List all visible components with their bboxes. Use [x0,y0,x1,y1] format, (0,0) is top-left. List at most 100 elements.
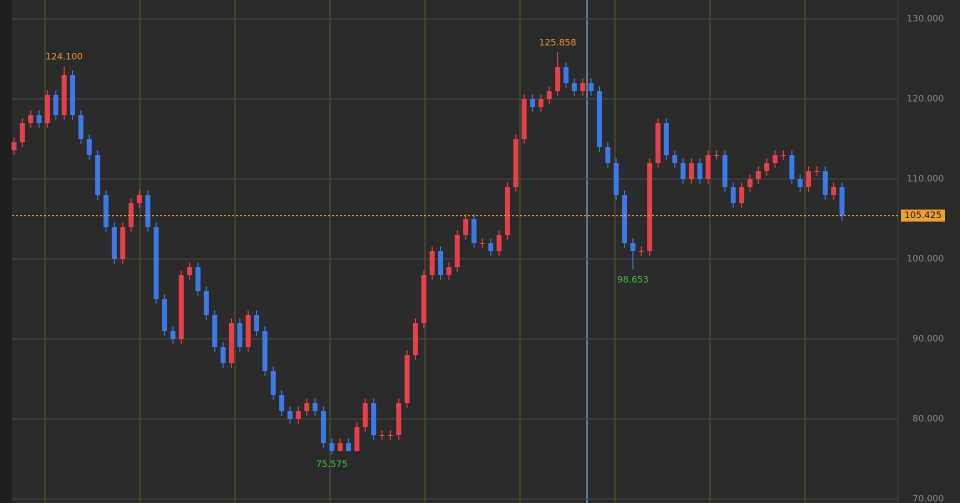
candle-body [772,155,778,163]
candle-body [697,163,703,179]
candle-body [78,115,84,139]
candle-body [136,195,142,203]
last-price-label: 105.425 [904,211,941,221]
candle-body [722,155,728,187]
candle-body [287,411,293,419]
candle-body [19,123,25,143]
candle-body [630,243,636,251]
candle-body [254,315,260,331]
candle-body [596,91,602,147]
high-annotation: 125.858 [539,39,576,49]
y-tick-label: 80.000 [913,415,945,425]
candle-body [404,355,410,403]
candle-body [672,155,678,163]
candle-body [170,331,176,339]
candle-body [279,395,285,411]
y-tick-label: 130.000 [907,15,944,25]
candle-body [663,123,669,155]
candle-body [479,243,485,244]
candle-body [228,323,234,363]
y-tick-label: 70.000 [913,495,945,503]
candle-body [162,299,168,331]
candle-body [563,67,569,83]
candle-body [789,155,795,179]
candle-body [245,315,251,347]
candle-body [145,195,151,227]
candle-body [354,427,360,451]
candle-body [538,99,544,107]
candle-body [195,267,201,291]
candle-body [831,187,837,195]
candle-body [638,251,644,252]
candle-body [36,115,42,123]
candle-body [580,83,586,91]
candle-body [463,219,469,235]
candle-body [739,187,745,203]
candle-body [471,219,477,243]
candle-body [153,227,159,299]
candle-body [438,251,444,275]
candle-body [212,315,218,347]
candle-body [396,403,402,435]
candle-body [647,163,653,251]
low-annotation: 98.653 [617,275,649,285]
candle-body [320,411,326,443]
candle-body [128,203,134,227]
candle-body [839,187,845,216]
candle-body [412,323,418,355]
candle-body [70,75,76,115]
y-tick-label: 100.000 [907,255,944,265]
candle-body [187,267,193,275]
candle-body [655,123,661,163]
candle-body [605,147,611,163]
candle-body [295,411,301,419]
candle-body [504,187,510,235]
candle-body [44,95,50,123]
y-tick-label: 120.000 [907,95,944,105]
candle-body [120,227,126,259]
candle-body [362,403,368,427]
candle-body [588,83,594,91]
candle-body [454,235,460,267]
candle-body [61,75,67,115]
candle-body [546,91,552,99]
candle-body [28,115,34,123]
candle-body [822,171,828,195]
candle-body [387,435,393,436]
candle-body [312,403,318,411]
candle-body [11,142,17,151]
candle-body [797,179,803,187]
candle-body [103,195,109,227]
candle-body [755,171,761,179]
candle-body [714,155,720,156]
candle-body [95,155,101,195]
candle-body [780,155,786,156]
candle-body [421,275,427,323]
candle-body [806,171,812,187]
candle-body [429,251,435,275]
candle-body [496,235,502,251]
candle-body [237,323,243,347]
candle-body [178,275,184,339]
candle-body [446,267,452,275]
candle-body [304,403,310,411]
candle-body [764,163,770,171]
candle-body [203,291,209,315]
y-tick-label: 90.000 [913,335,945,345]
candle-body [530,99,536,107]
candle-body [705,155,711,179]
y-tick-label: 110.000 [907,175,944,185]
candle-body [730,187,736,203]
candle-body [220,347,226,363]
candle-body [571,83,577,91]
candle-body [371,403,377,435]
candle-body [86,139,92,155]
candle-body [513,139,519,187]
candle-body [111,227,117,259]
high-annotation: 124.100 [46,53,83,63]
candle-body [814,171,820,172]
candle-body [688,163,694,179]
candle-body [346,443,352,451]
last-price-box [901,209,945,222]
